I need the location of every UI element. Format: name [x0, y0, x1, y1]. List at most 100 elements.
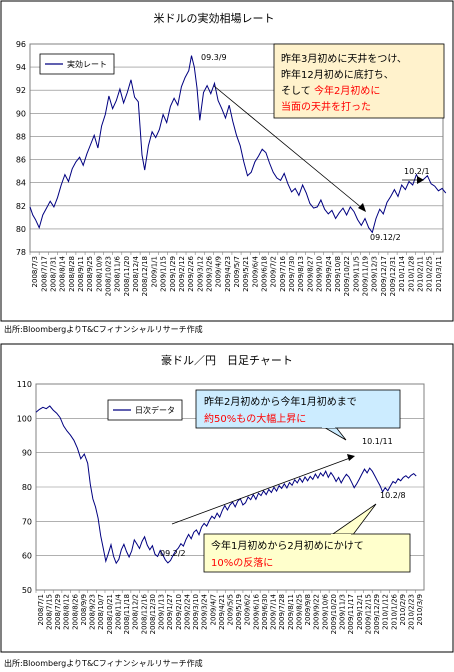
source-note: 出所:BloombergよりT&Cフィナンシャルリサーチ作成 [4, 659, 203, 668]
y-tick-label: 90 [16, 109, 26, 118]
x-tick-label: 2010/2/25 [426, 256, 434, 292]
x-tick-label: 2008/10/21 [106, 594, 114, 634]
x-tick-label: 2009/11/3 [339, 594, 347, 630]
x-tick-label: 2009/12/3 [371, 256, 379, 292]
trend-arrow-head [358, 203, 366, 212]
y-tick-label: 88 [16, 132, 26, 141]
x-tick-label: 2009/6/4 [251, 255, 259, 287]
callout-line-4: 当面の天井を打った [281, 100, 371, 113]
trend-arrow-line [213, 85, 363, 209]
x-tick-label: 2009/12/1 [356, 594, 364, 630]
y-tick-label: 60 [22, 552, 32, 561]
x-tick-label: 2009/9/22 [313, 594, 321, 630]
x-tick-label: 2010/1/12 [382, 594, 390, 630]
x-tick-label: 2009/1/15 [160, 256, 168, 292]
callout-box [273, 43, 445, 119]
x-tick-label: 2008/9/23 [89, 594, 97, 630]
x-tick-label: 2008/7/29 [54, 594, 62, 630]
x-tick-label: 2009/3/26 [205, 255, 213, 291]
x-tick-label: 2009/2/24 [183, 593, 191, 629]
x-tick-label: 2009/6/18 [261, 256, 269, 292]
x-tick-label: 2009/3/12 [196, 256, 204, 292]
trend-arrow-head [347, 454, 355, 461]
callout-line-3: 今年2月初めに [314, 84, 380, 97]
series-line [29, 55, 447, 234]
x-tick-label: 2008/7/31 [49, 256, 57, 292]
callout-bottom-line-1: 今年1月初めから2月初めにかけて [211, 539, 364, 552]
callout-top-line-1: 昨年2月初めから今年1月初めまで [204, 395, 357, 408]
x-tick-label: 2009/9/24 [325, 255, 333, 291]
x-tick-label: 2009/1/27 [166, 594, 174, 630]
x-tick-label: 2008/12/30 [149, 594, 157, 634]
x-tick-label: 2009/7/30 [288, 256, 296, 292]
y-tick-label: 50 [22, 586, 32, 595]
annotation-trough: 09.2/2 [160, 549, 186, 558]
x-tick-label: 2009/2/12 [178, 256, 186, 292]
x-tick-label: 2009/5/19 [235, 594, 243, 630]
annotation-trough: 09.12/2 [370, 233, 401, 242]
x-tick-label: 2009/6/16 [252, 593, 260, 629]
callout-line-2: 昨年12月初めに底打ち、 [281, 68, 394, 81]
x-tick-label: 2008/9/9 [80, 594, 88, 625]
x-tick-label: 2009/12/15 [364, 594, 372, 634]
x-tick-label: 2009/6/2 [244, 594, 252, 625]
chart-title: 米ドルの実効相場レート [154, 11, 275, 25]
x-tick-label: 2008/9/11 [77, 256, 85, 292]
x-tick-label: 2008/7/17 [40, 256, 48, 292]
y-tick-label: 94 [16, 63, 26, 72]
x-tick-label: 2009/2/26 [187, 255, 195, 291]
callout-bottom-joint [331, 534, 351, 537]
x-tick-label: 2009/11/17 [347, 594, 355, 634]
x-tick-label: 2010/3/9 [416, 594, 424, 625]
x-tick-label: 2008/8/26 [71, 593, 79, 629]
x-tick-label: 2010/2/11 [417, 256, 425, 292]
y-tick-label: 84 [16, 179, 26, 188]
x-tick-label: 2009/9/8 [304, 594, 312, 625]
x-tick-label: 2009/1/29 [169, 256, 177, 292]
x-tick-label: 2008/11/4 [114, 593, 122, 629]
legend-box [107, 399, 183, 421]
x-tick-label: 2009/4/9 [215, 256, 223, 287]
series-path [35, 405, 417, 565]
x-tick-label: 2009/7/2 [270, 256, 278, 287]
y-tick-label: 80 [22, 483, 32, 492]
chart-title: 豪ドル／円 日足チャート [161, 353, 293, 367]
x-tick-label: 2008/11/18 [123, 594, 131, 634]
x-tick-label: 2009/4/23 [224, 256, 232, 292]
x-tick-label: 2009/2/10 [175, 594, 183, 630]
x-tick-label: 2010/1/28 [407, 256, 415, 292]
x-tick-label: 2008/8/12 [63, 594, 71, 630]
chart-panel-aud-jpy: 豪ドル／円 日足チャート 50 60 70 80 90 100 110 2008/7/1 20… [0, 336, 454, 672]
x-tick-label: 2008/7/1 [37, 594, 45, 625]
series-path [29, 55, 447, 234]
x-tick-label: 2009/5/7 [233, 256, 241, 287]
x-tick-label: 2008/10/7 [97, 594, 105, 630]
annotation-peak: 09.3/9 [201, 53, 227, 62]
y-tick-labels: 78 80 82 84 86 88 90 92 94 96 [16, 40, 26, 257]
chart-usd-effective: 米ドルの実効相場レート 78 80 82 84 86 88 90 92 94 96 2008/7/… [0, 0, 454, 322]
x-tick-label: 2009/10/6 [321, 593, 329, 629]
x-tick-label: 2009/5/5 [227, 594, 235, 625]
x-tick-label: 2008/11/6 [114, 255, 122, 291]
recent-arrow-head [417, 176, 424, 184]
x-tick-label: 2009/8/11 [287, 594, 295, 630]
x-tick-label: 2009/7/14 [270, 593, 278, 629]
legend-box [39, 53, 115, 75]
callout-bottom-line-2: 10%の反落に [211, 557, 273, 569]
callout-line-3-lead: そして [281, 85, 311, 97]
x-tick-label: 2008/12/18 [141, 256, 149, 296]
x-tick-label: 2008/11/20 [123, 256, 131, 296]
x-tick-labels: 2008/7/3 2008/7/17 2008/7/31 2008/8/14 2008/… [29, 252, 443, 296]
x-tick-label: 2008/9/25 [86, 256, 94, 292]
y-tick-label: 110 [17, 380, 32, 389]
x-tick-label: 2009/1/1 [150, 256, 158, 287]
y-tick-label: 80 [16, 225, 26, 234]
x-tick-label: 2009/12/29 [373, 594, 381, 634]
x-tick-label: 2009/12/17 [380, 256, 388, 296]
trend-arrow-line [171, 457, 351, 525]
y-tick-label: 86 [16, 156, 26, 165]
chart-panel-usd-effective: 米ドルの実効相場レート 78 80 82 84 86 88 90 92 94 96 2008/7/… [0, 0, 454, 334]
annotation-peak: 10.1/11 [362, 437, 393, 446]
x-tick-label: 2009/8/25 [295, 594, 303, 630]
x-tick-label: 2010/3/11 [435, 256, 443, 292]
